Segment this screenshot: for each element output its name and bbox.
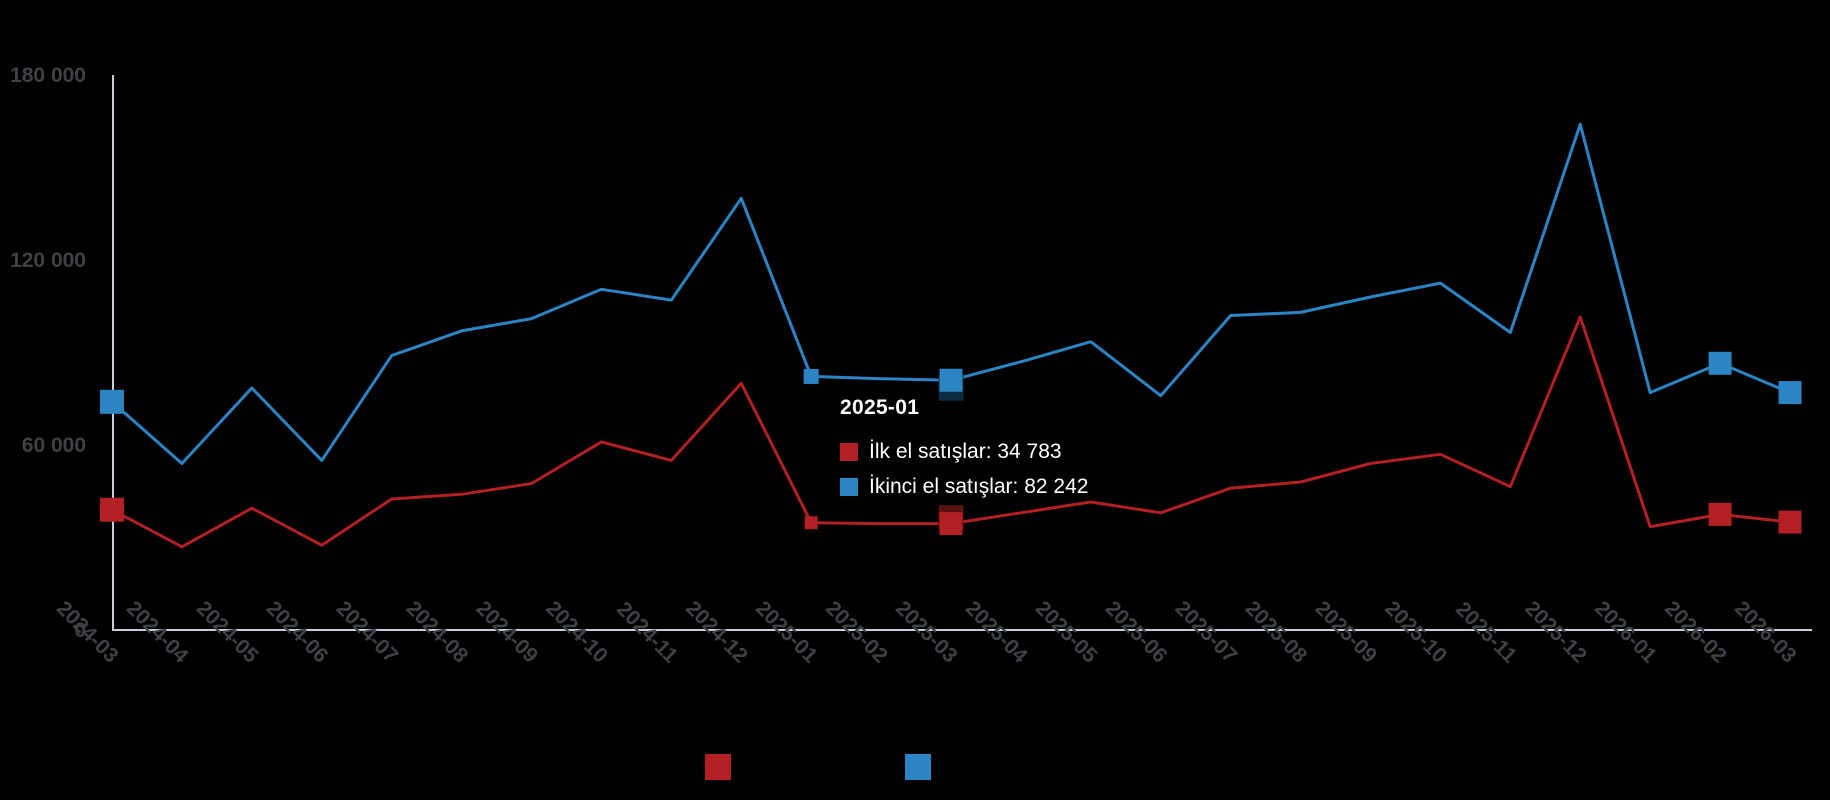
legend-label-second-hand: İkinci el satışlar [941,754,1092,779]
x-axis-tick-label: 2026-01 [1590,597,1661,668]
data-point-marker-first-2024-03[interactable] [100,497,124,522]
legend-swatch-second-hand-icon [905,754,931,780]
x-axis-tick-label: 2024-12 [681,597,752,668]
x-axis-tick-label: 2025-11 [1451,598,1521,668]
x-axis-tick-label: 2026-02 [1660,597,1731,668]
x-axis-tick-label: 2024-07 [332,597,403,668]
second-hand-sales-line [110,122,1792,465]
legend-swatch-first-hand-icon [705,754,731,780]
x-axis-tick-label: 2025-08 [1241,597,1312,668]
data-point-marker-second-2025-01[interactable] [803,368,819,384]
x-axis-tick-label: 2025-06 [1101,597,1172,668]
y-axis-tick-label: 120 000 [10,249,86,272]
y-axis-tick-label: 0 [74,619,86,642]
x-axis-tick-label: 2024-04 [122,597,193,668]
x-axis-tick-label: 2024-05 [192,597,263,668]
x-axis-tick-label: 2024-09 [471,597,542,668]
x-axis-tick-label: 2025-10 [1380,597,1451,668]
legend-label-first-hand: İlk el satışlar [741,754,864,779]
data-point-marker-first-2026-02[interactable] [1708,502,1732,526]
x-axis-tick-label: 2024-06 [262,597,333,668]
x-axis-tick-label: 2025-02 [821,597,892,668]
x-axis-tick-label: 2025-04 [961,597,1032,668]
axes [112,75,1812,631]
x-axis-tick-label: 2025-03 [891,597,962,668]
x-axis-tick-label: 2024-11 [612,598,682,668]
data-point-marker-second-2025-03[interactable] [939,368,963,392]
x-axis-tick-label: 2025-12 [1520,597,1591,668]
x-axis-tick-label: 2025-07 [1171,597,1242,668]
x-axis-tick-label: 2025-05 [1031,597,1102,668]
x-axis-tick-label: 2024-08 [402,597,473,668]
data-point-marker-first-2025-03[interactable] [939,512,963,536]
data-point-marker-second-2026-02[interactable] [1708,351,1732,375]
x-axis-tick-label: 2024-10 [541,597,612,668]
data-point-marker-second-2024-03[interactable] [100,389,124,414]
y-axis-tick-label: 180 000 [10,64,86,87]
y-axis-tick-label: 60 000 [22,434,86,457]
data-point-marker-first-2025-01[interactable] [804,516,818,530]
legend-item-first-hand[interactable]: İlk el satışlar [705,754,863,780]
data-point-marker-first-2026-03[interactable] [1778,510,1802,534]
x-axis-tick-label: 2025-01 [751,597,822,668]
x-axis-tick-label: 2026-03 [1730,597,1801,668]
legend-item-second-hand[interactable]: İkinci el satışlar [905,754,1091,780]
data-point-marker-second-2026-03[interactable] [1778,381,1802,405]
x-axis-tick-label: 2025-09 [1310,597,1381,668]
